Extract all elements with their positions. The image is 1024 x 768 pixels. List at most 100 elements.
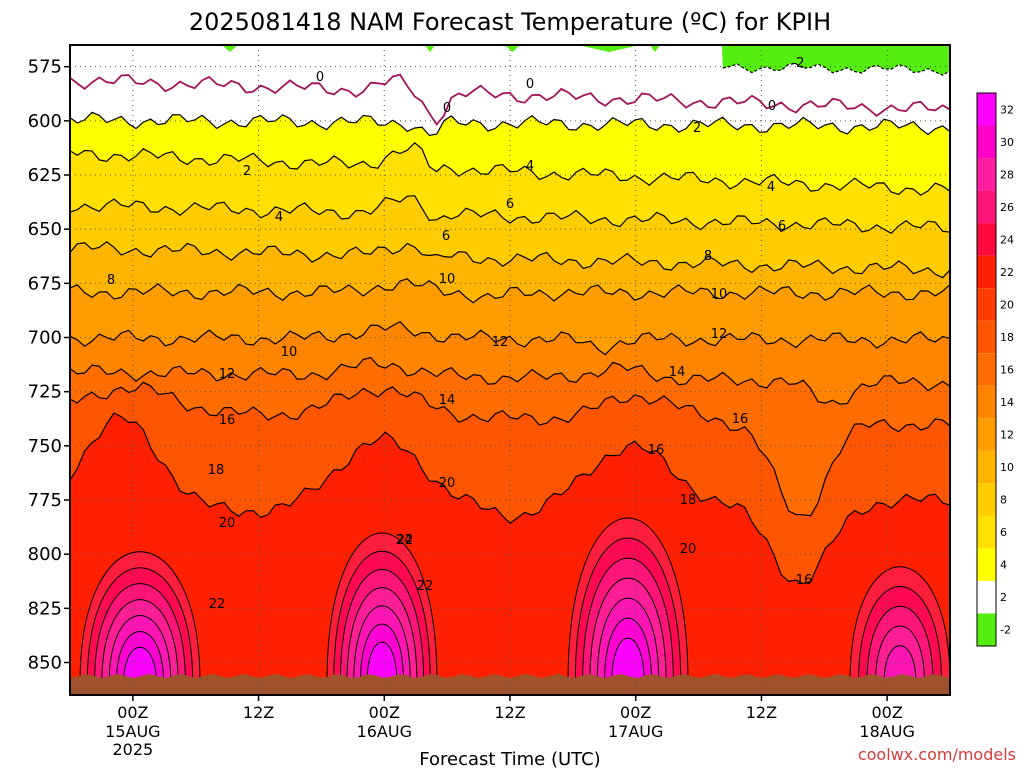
contour-label-19: 12 xyxy=(711,327,728,342)
colorbar-label-18: 18 xyxy=(1000,331,1014,344)
y-tick-label-600: 600 xyxy=(28,111,62,132)
contour-label-4: 0 xyxy=(443,101,451,116)
x-tick-year-h0: 2025 xyxy=(112,740,153,759)
colorbar-label-4: 4 xyxy=(1000,559,1007,572)
contour-label-7: 4 xyxy=(526,159,534,174)
colorbar-cell-14 xyxy=(977,548,996,581)
fill-cold-pocket-3 xyxy=(578,45,640,52)
colorbar-cell-8 xyxy=(977,353,996,386)
y-tick-label-650: 650 xyxy=(28,219,62,240)
contour-label-23: 16 xyxy=(219,413,236,428)
colorbar-label-26: 26 xyxy=(1000,201,1014,214)
x-tick-time-h20: 00Z xyxy=(369,703,400,722)
temperature-fill-layer xyxy=(70,45,950,695)
isotherm-16 xyxy=(70,381,950,517)
contour-label-1: 0 xyxy=(316,70,324,85)
x-tick-time-h60: 00Z xyxy=(871,703,902,722)
isotherm-12 xyxy=(70,320,950,356)
contour-label-17: 10 xyxy=(281,345,298,360)
colorbar-cell-10 xyxy=(977,418,996,451)
colorbar-cell-15 xyxy=(977,580,996,614)
colorbar-label--2: -2 xyxy=(1000,624,1011,637)
colorbar-label-28: 28 xyxy=(1000,168,1014,181)
colorbar-label-10: 10 xyxy=(1000,461,1014,474)
isotherm-10 xyxy=(70,278,950,304)
colorbar-cell-6 xyxy=(977,288,996,321)
colorbar-label-22: 22 xyxy=(1000,266,1014,279)
contour-label-9: 4 xyxy=(275,210,283,225)
colorbar-cell-5 xyxy=(977,255,996,289)
contour-label-5: 2 xyxy=(693,121,701,136)
contour-label-8: 4 xyxy=(767,180,775,195)
colorbar-label-2: 2 xyxy=(1000,591,1007,604)
colorbar-cell-0 xyxy=(977,93,996,126)
colorbar-label-32: 32 xyxy=(1000,103,1014,116)
colorbar-cell-12 xyxy=(977,483,996,516)
contour-label-13: 8 xyxy=(704,249,712,264)
contour-label-16: 10 xyxy=(711,287,728,302)
colorbar-cell-1 xyxy=(977,125,996,159)
colorbar-cell-7 xyxy=(977,320,996,354)
contour-label-24: 16 xyxy=(732,412,749,427)
isotherm-minus2 xyxy=(722,63,950,76)
colorbar-cell-9 xyxy=(977,385,996,419)
contour-label-11: 6 xyxy=(778,219,786,234)
grid-lines xyxy=(70,45,950,695)
x-tick-date-h0: 15AUG xyxy=(105,722,160,741)
x-tick-date-h40: 17AUG xyxy=(608,722,663,741)
contour-label-14: 8 xyxy=(107,273,115,288)
colorbar-label-12: 12 xyxy=(1000,429,1014,442)
warm-dome-2-ring-6 xyxy=(611,637,645,684)
contour-label-35: 24 xyxy=(396,533,413,548)
contour-label-26: 16 xyxy=(648,443,665,458)
y-tick-label-625: 625 xyxy=(28,165,62,186)
isotherm-lines xyxy=(70,63,950,585)
fill-cold-pocket-1 xyxy=(425,45,435,52)
terrain-ground xyxy=(70,674,950,695)
x-tick-time-h40: 00Z xyxy=(620,703,651,722)
contour-label-30: 20 xyxy=(219,516,236,531)
contour-label-32: 22 xyxy=(209,597,226,612)
y-tick-label-800: 800 xyxy=(28,544,62,565)
x-tick-time-h10: 12Z xyxy=(243,703,274,722)
fill-cold-pocket-0 xyxy=(222,45,238,52)
contour-label-2: 0 xyxy=(526,77,534,92)
x-tick-time-h50: 12Z xyxy=(746,703,777,722)
y-tick-label-725: 725 xyxy=(28,382,62,403)
colorbar-cell-13 xyxy=(977,515,996,549)
contour-label-34: 22 xyxy=(397,533,414,548)
colorbar-frame xyxy=(976,92,997,647)
contour-label-31: 20 xyxy=(680,542,697,557)
contour-label-0: -2 xyxy=(792,56,805,71)
y-tick-label-825: 825 xyxy=(28,598,62,619)
colorbar-label-16: 16 xyxy=(1000,364,1014,377)
colorbar-label-14: 14 xyxy=(1000,396,1014,409)
warm-dome-3-ring-4 xyxy=(883,645,917,684)
x-tick-time-h0: 00Z xyxy=(117,703,148,722)
contour-label-25: 16 xyxy=(796,573,813,588)
y-tick-label-575: 575 xyxy=(28,57,62,78)
contour-label-22: 14 xyxy=(439,393,456,408)
isotherm-8 xyxy=(70,241,950,279)
contour-label-10: 6 xyxy=(506,197,514,212)
y-tick-label-700: 700 xyxy=(28,328,62,349)
y-tick-label-750: 750 xyxy=(28,436,62,457)
colorbar-cell-11 xyxy=(977,450,996,484)
isotherm-2 xyxy=(70,111,950,137)
colorbar-label-30: 30 xyxy=(1000,136,1014,149)
colorbar-cell-4 xyxy=(977,223,996,256)
x-tick-time-h30: 12Z xyxy=(494,703,525,722)
fill-cold-pocket-2 xyxy=(505,45,520,52)
colorbar-cell-16 xyxy=(977,613,996,646)
isotherm-4 xyxy=(70,141,950,196)
isotherm-0 xyxy=(70,73,950,126)
contour-label-12: 6 xyxy=(442,229,450,244)
credit-text: coolwx.com/models xyxy=(858,745,1016,764)
contour-label-21: 14 xyxy=(669,365,686,380)
colorbar: 32 30 28 26 24 22 20 18 16 14 12 10 8 6 4 2 -2 xyxy=(976,92,1014,647)
colorbar-cell-2 xyxy=(977,158,996,191)
colorbar-label-6: 6 xyxy=(1000,526,1007,539)
